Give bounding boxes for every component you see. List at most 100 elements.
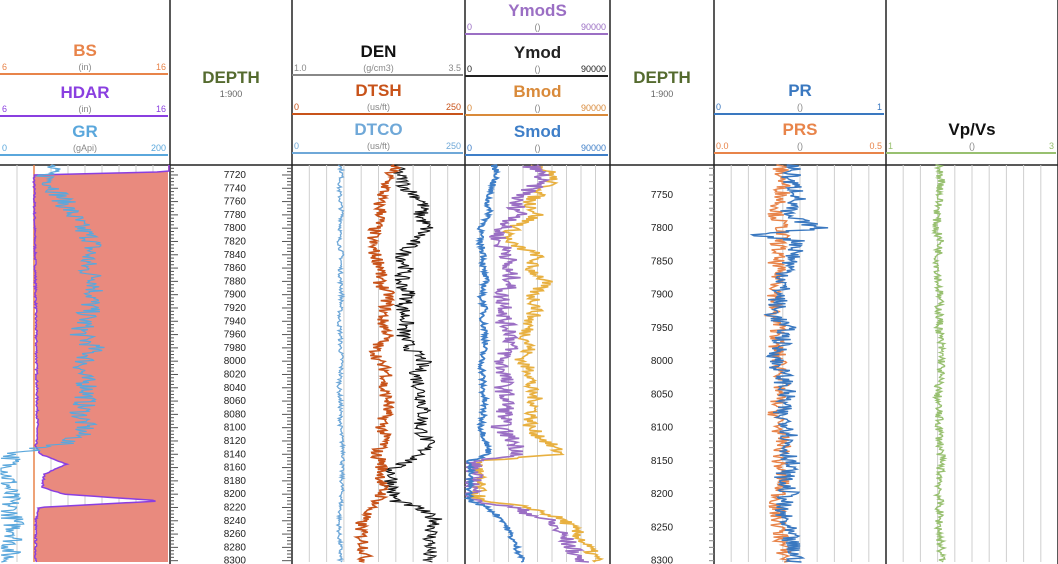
curve-unit: (us/ft): [367, 141, 390, 151]
depth-tick-label: 8280: [224, 542, 247, 553]
scale-max: 250: [446, 102, 461, 112]
curve-name-dtco: DTCO: [354, 120, 402, 139]
curve-unit: (): [535, 103, 541, 113]
curve-den: [384, 164, 443, 563]
scale-min: 0: [2, 143, 7, 153]
curve-gr: [0, 164, 105, 563]
scale-max: 250: [446, 141, 461, 151]
depth-tick-label: 7760: [224, 197, 247, 208]
depth-tick-label: 8300: [651, 556, 674, 564]
depth-tick-label: 8050: [651, 389, 674, 400]
depth-tick-label: 8080: [224, 409, 247, 420]
curve-unit: (): [969, 141, 975, 151]
depth-tick-label: 8100: [651, 423, 674, 434]
washout-fill: [33, 165, 170, 562]
curve-name-ymod: Ymod: [514, 43, 561, 62]
depth-tick-label: 7800: [651, 223, 674, 234]
scale-max: 1: [877, 102, 882, 112]
curve-name-dtsh: DTSH: [355, 81, 401, 100]
depth-tick-label: 8200: [224, 489, 247, 500]
depth-tick-label: 7940: [224, 316, 247, 327]
scale-max: 16: [156, 62, 166, 72]
scale-min: 0: [467, 22, 472, 32]
depth-tick-label: 8200: [651, 489, 674, 500]
curve-prs: [763, 164, 793, 563]
scale-min: 0: [467, 64, 472, 74]
curve-unit: (): [797, 102, 803, 112]
curve-pr: [749, 164, 829, 563]
curve-name-bmod: Bmod: [513, 82, 561, 101]
depth-tick-label: 7800: [224, 223, 247, 234]
scale-min: 6: [2, 104, 7, 114]
curve-unit: (): [535, 22, 541, 32]
curve-unit: (gApi): [73, 143, 97, 153]
curve-bmod: [470, 164, 605, 563]
depth-tick-label: 8250: [651, 522, 674, 533]
curve-unit: (): [797, 141, 803, 151]
depth-tick-label: 8020: [224, 369, 247, 380]
depth-tick-label: 7950: [651, 323, 674, 334]
scale-min: 6: [2, 62, 7, 72]
curve-hdar: [31, 165, 170, 563]
curve-name-den: DEN: [361, 42, 397, 61]
scale-min: 0: [716, 102, 721, 112]
depth-tick-label: 8150: [651, 456, 674, 467]
depth-tick-label: 8120: [224, 436, 247, 447]
curve-name-hdar: HDAR: [60, 83, 109, 102]
scale-max: 90000: [581, 103, 606, 113]
scale-max: 200: [151, 143, 166, 153]
depth-tick-label: 8000: [224, 356, 247, 367]
depth-tick-label: 7850: [651, 256, 674, 267]
curve-ymods: [463, 164, 589, 563]
curve-name-pr: PR: [788, 81, 812, 100]
depth-tick-label: 7980: [224, 343, 247, 354]
scale-min: 0: [294, 102, 299, 112]
scale-min: 0: [467, 143, 472, 153]
depth-tick-label: 7780: [224, 210, 247, 221]
curve-unit: (in): [79, 62, 92, 72]
depth-tick-label: 8260: [224, 529, 247, 540]
curve-unit: (us/ft): [367, 102, 390, 112]
scale-max: 3.5: [448, 63, 461, 73]
curve-unit: (): [535, 64, 541, 74]
curve-name-vpvs: Vp/Vs: [948, 120, 995, 139]
depth-tick-label: 8180: [224, 476, 247, 487]
scale-max: 3: [1049, 141, 1054, 151]
curve-unit: (): [535, 143, 541, 153]
depth-tick-label: 7860: [224, 263, 247, 274]
depth-tick-label: 7720: [224, 170, 247, 181]
depth-tick-label: 8140: [224, 449, 247, 460]
depth-scale: 1:900: [220, 89, 243, 99]
scale-max: 90000: [581, 22, 606, 32]
depth-tick-label: 7740: [224, 183, 247, 194]
curve-name-prs: PRS: [783, 120, 818, 139]
depth-tick-label: 7900: [651, 290, 674, 301]
scale-min: 1.0: [294, 63, 307, 73]
depth-tick-label: 7900: [224, 290, 247, 301]
curve-dtsh: [353, 164, 401, 563]
depth-scale: 1:900: [651, 89, 674, 99]
scale-max: 90000: [581, 64, 606, 74]
depth-tick-label: 7840: [224, 250, 247, 261]
curve-name-ymods: YmodS: [508, 1, 567, 20]
curve-name-bs: BS: [73, 41, 97, 60]
depth-tick-label: 7960: [224, 330, 247, 341]
depth-tick-label: 8100: [224, 423, 247, 434]
depth-tick-label: 8160: [224, 463, 247, 474]
scale-max: 90000: [581, 143, 606, 153]
depth-tick-label: 8060: [224, 396, 247, 407]
depth-tick-label: 8040: [224, 383, 247, 394]
scale-min: 0.0: [716, 141, 729, 151]
depth-label: DEPTH: [633, 68, 691, 87]
depth-tick-label: 8000: [651, 356, 674, 367]
curve-smod: [463, 164, 525, 563]
scale-max: 0.5: [869, 141, 882, 151]
curve-name-gr: GR: [72, 122, 98, 141]
depth-tick-label: 7750: [651, 190, 674, 201]
scale-max: 16: [156, 104, 166, 114]
curve-unit: (in): [79, 104, 92, 114]
scale-min: 0: [467, 103, 472, 113]
depth-label: DEPTH: [202, 68, 260, 87]
scale-min: 0: [294, 141, 299, 151]
depth-tick-label: 7820: [224, 236, 247, 247]
